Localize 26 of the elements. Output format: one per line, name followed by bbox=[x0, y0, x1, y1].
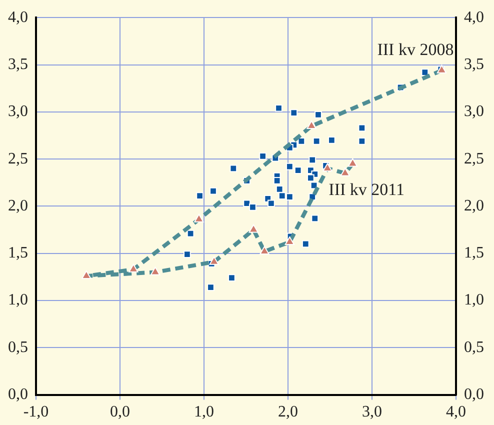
annotation: III kv 2008 bbox=[377, 40, 454, 59]
y-tick-label: 1,5 bbox=[8, 244, 28, 262]
y-tick-label: 3,0 bbox=[8, 103, 28, 120]
y2-tick-label: 0,0 bbox=[464, 386, 484, 404]
y2-tick-label: 2,5 bbox=[464, 150, 484, 168]
y-tick-label: 2,0 bbox=[8, 197, 28, 214]
y2-tick-label: 1,5 bbox=[464, 244, 484, 262]
y2-tick-label: 4,0 bbox=[464, 8, 484, 26]
y2-tick-label: 3,0 bbox=[464, 103, 484, 120]
x-tick-label: -1,0 bbox=[23, 404, 49, 421]
y-tick-label: 2,5 bbox=[8, 150, 28, 168]
x-tick-label: 3,0 bbox=[362, 404, 382, 421]
y2-tick-label: 0,5 bbox=[464, 338, 484, 356]
y2-tick-label: 2,0 bbox=[464, 197, 484, 214]
x-tick-label: 4,0 bbox=[446, 404, 466, 421]
y-tick-label: 4,0 bbox=[8, 8, 28, 26]
y-tick-label: 0,0 bbox=[8, 386, 28, 404]
y-tick-label: 3,5 bbox=[8, 56, 28, 73]
y2-tick-label: 3,5 bbox=[464, 56, 484, 73]
y-tick-label: 1,0 bbox=[8, 292, 28, 309]
x-tick-label: 2,0 bbox=[278, 404, 298, 421]
x-tick-label: 0,0 bbox=[110, 404, 130, 421]
x-tick-label: 1,0 bbox=[194, 404, 214, 421]
y2-tick-label: 1,0 bbox=[464, 292, 484, 309]
annotation: III kv 2011 bbox=[328, 180, 405, 200]
y-tick-label: 0,5 bbox=[8, 338, 28, 356]
